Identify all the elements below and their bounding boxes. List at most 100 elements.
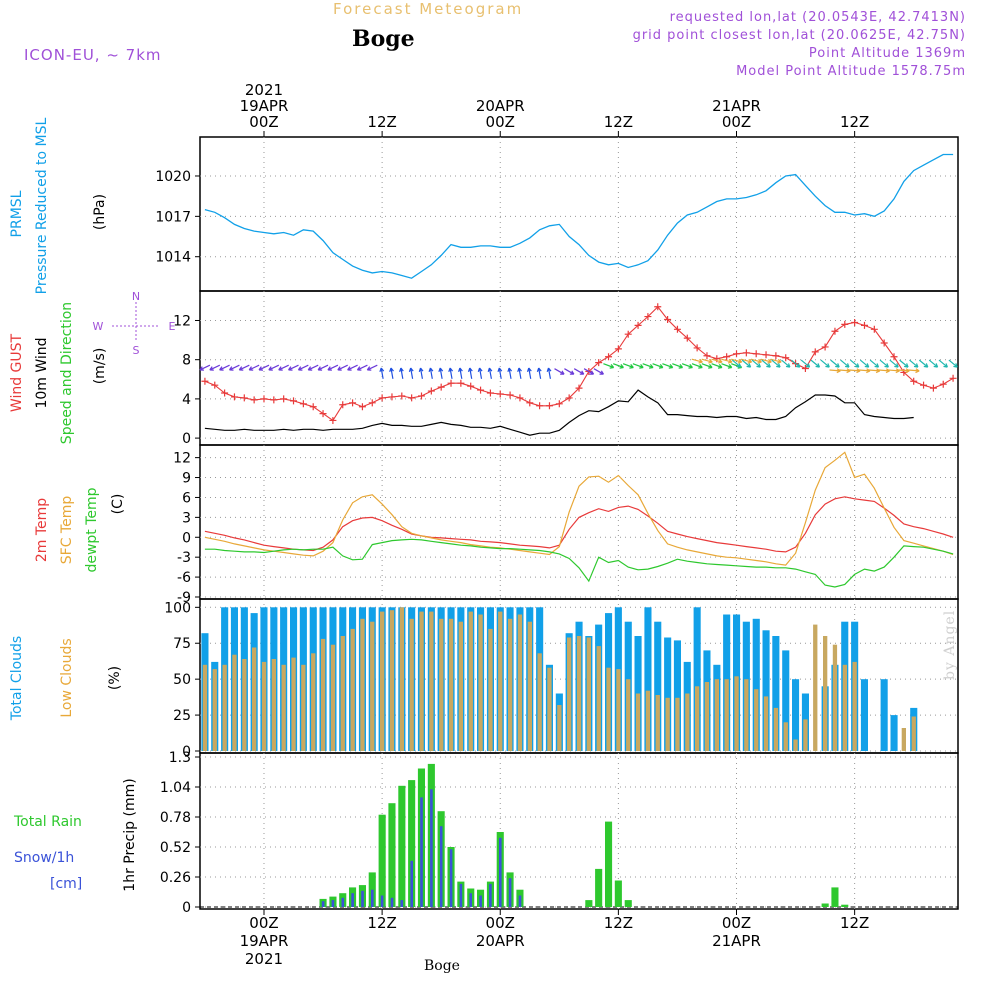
gust-point [624,330,632,338]
y-tick-label: 0.52 [160,840,191,856]
snow-bar [410,860,413,907]
bottom-time-label: 21APR [712,932,761,950]
wind-arrow [721,363,733,369]
wind-arrow [327,364,339,371]
ylabel-unit: (%) [107,666,123,690]
snow-bar [479,895,482,907]
total-cloud-bar [673,640,681,751]
y-tick-label: 1.3 [169,750,191,766]
wind-arrow [573,368,585,375]
wind-arrow [317,364,329,371]
low-cloud-bar [517,614,523,751]
rain-bar [821,903,829,907]
snow-bar [459,883,463,907]
low-cloud-bar [586,637,591,751]
wind-arrow [389,367,394,379]
compass-w-label: W [93,320,104,333]
gust-point [929,384,937,392]
y-tick-label: 100 [164,600,191,616]
wind-arrow [820,359,830,368]
total-cloud-bar [792,679,800,751]
ylabel-temp-1: SFC Temp [59,496,75,565]
gust-point [221,389,229,397]
snow-bar [380,895,384,907]
low-cloud-bar [252,647,257,751]
gust-point [634,321,642,329]
wind-arrow [248,364,260,371]
low-cloud-bar [783,722,788,751]
wind-arrow [731,359,742,368]
wind-arrow [622,363,634,369]
gust-point [339,401,347,409]
low-cloud-bar [527,621,532,751]
total-cloud-bar [654,621,662,751]
gust-point [516,394,524,402]
ylabel-wind-1: 10m Wind [34,337,50,408]
gust-point [614,345,622,353]
gust-point [841,320,849,328]
wind-arrow [408,367,414,379]
gust-point [260,395,268,403]
top-time-label: 19APR [240,97,289,115]
gust-point [801,365,809,373]
low-cloud-bar [360,618,365,751]
wind-arrow [652,363,664,369]
wind-arrow [356,364,368,371]
gust-point [644,313,652,321]
wind-arrow [229,364,240,371]
gust-point [762,351,770,359]
location-title: Boge [352,26,415,52]
wind-arrow [448,367,454,379]
compass-n-label: N [132,290,140,303]
low-cloud-bar [665,697,670,751]
y-tick-label: -6 [177,570,191,586]
panel-frame [199,136,959,292]
gust-point [545,402,553,410]
y-tick-label: 75 [173,636,191,652]
y-tick-label: 1.04 [160,780,191,796]
top-time-label: 12Z [604,113,633,131]
wind-arrow [366,364,378,371]
y-tick-label: 0.26 [160,870,191,886]
total-cloud-bar [693,607,701,751]
wind-arrow [721,358,733,364]
wind-arrow [731,358,743,364]
wind-arrow [536,367,542,379]
wind-arrow [781,359,791,368]
low-cloud-bar [803,719,808,751]
gust-point [211,381,219,389]
wind-arrow [928,359,939,368]
gust-point [536,402,544,410]
snow-bar [331,900,335,907]
wind-arrow [948,359,958,368]
low-cloud-bar [448,618,454,751]
wind-arrow [487,367,493,379]
wind-arrow [868,368,881,374]
low-cloud-bar [754,689,759,751]
wind-arrow [238,364,250,371]
gust-point [329,416,337,424]
rain-bar [398,785,406,907]
gust-point [309,403,317,411]
gust-point [496,390,504,398]
gust-point [280,395,288,403]
gust-point [477,386,485,394]
gust-point [742,349,750,357]
wind-arrow [770,358,782,364]
wind-arrow [760,358,772,364]
wind-arrow [691,358,703,364]
y-tick-label: 4 [182,392,191,408]
total-cloud-bar [880,679,888,751]
low-cloud-bar [508,618,513,751]
rain-bar [614,880,622,907]
gust-line [204,305,954,422]
wind-arrow [219,364,230,371]
gust-point [605,353,613,361]
low-cloud-bar [498,611,503,751]
gust-point [673,325,681,333]
wind-arrow [278,364,289,371]
low-cloud-bar [596,646,601,751]
wind-arrow [908,368,920,374]
snow-bar [390,897,394,907]
wind-arrow [672,363,684,369]
